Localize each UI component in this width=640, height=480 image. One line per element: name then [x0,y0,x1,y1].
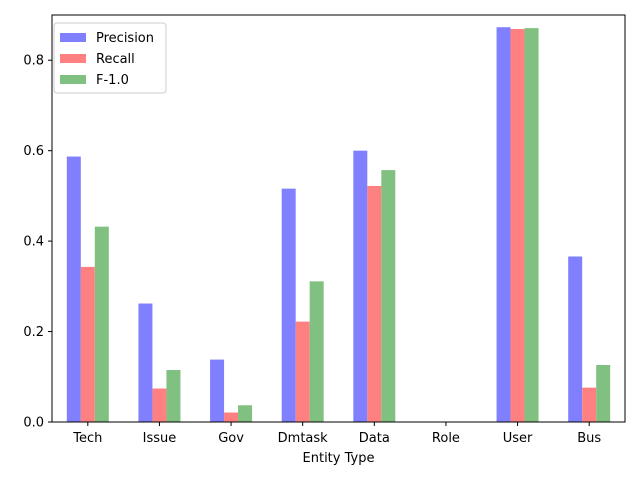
y-tick-label: 0.0 [23,416,44,431]
plot-frame [51,14,626,423]
x-axis: Tech Issue Gov Dmtask Data Role User Bus [72,422,601,446]
x-tick-label: Gov [218,431,244,446]
bar-precision-gov [210,359,225,422]
x-tick-label: User [503,431,533,446]
x-tick-label: Bus [577,431,601,446]
bar-recall-bus [582,387,597,422]
legend: Precision Recall F-1.0 [53,22,167,94]
x-tick-label: Data [359,431,390,446]
bar-f-1-0-user [524,28,539,423]
y-tick-label: 0.6 [23,144,44,159]
legend-swatch [60,75,86,84]
y-axis: 0.0 0.2 0.4 0.6 0.8 [23,54,52,431]
bar-precision-tech [66,156,81,422]
bar-recall-user [510,29,525,422]
bar-precision-issue [138,303,153,422]
x-tick-label: Tech [72,431,102,446]
bar-recall-issue [152,388,167,422]
bar-precision-dmtask [281,188,296,422]
bar-f-1-0-bus [596,365,611,422]
bar-precision-data [353,150,368,422]
x-tick-label: Dmtask [278,431,329,446]
bar-f-1-0-data [381,170,396,422]
y-tick-label: 0.8 [23,54,44,69]
bar-precision-bus [568,256,583,422]
x-tick-label: Role [432,431,460,446]
x-tick-label: Issue [143,431,177,446]
legend-label: Recall [96,52,135,67]
legend-swatch [60,33,86,42]
x-axis-label: Entity Type [303,451,375,466]
legend-swatch [60,54,86,63]
bar-recall-data [367,185,382,422]
bar-f-1-0-dmtask [309,281,324,422]
legend-label: F-1.0 [96,73,129,88]
bar-f-1-0-tech [94,226,109,422]
bar-recall-tech [80,266,95,422]
bar-recall-gov [224,412,239,422]
bars-group [66,27,611,423]
y-tick-label: 0.2 [23,325,44,340]
bar-recall-dmtask [295,321,310,422]
y-tick-label: 0.4 [23,235,44,250]
bar-f-1-0-gov [238,405,253,422]
bar-f-1-0-issue [166,369,181,422]
legend-label: Precision [96,31,154,46]
bar-precision-user [496,27,511,423]
